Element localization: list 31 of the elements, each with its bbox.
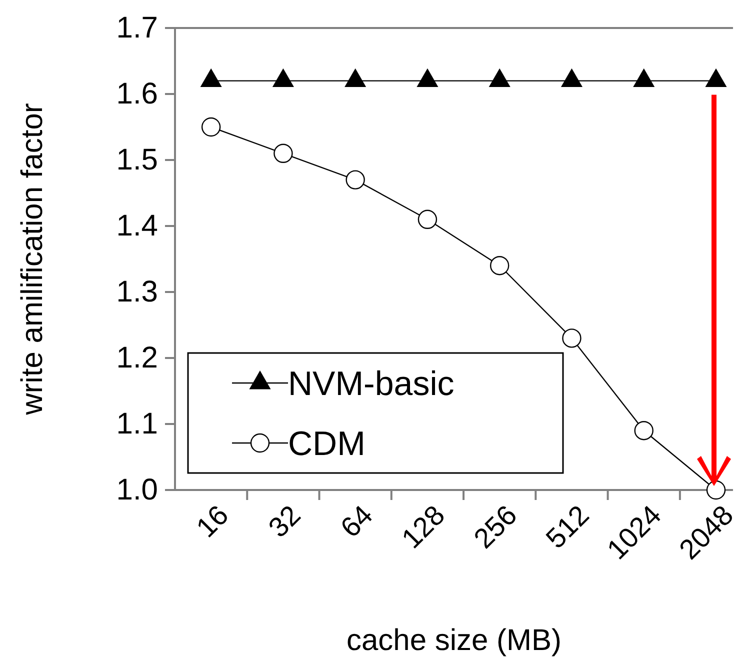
point [634,421,654,440]
y-axis-title: write amilification factor [16,103,49,416]
point [706,68,726,88]
x-tick-label: 64 [334,499,379,544]
x-axis-title: cache size (MB) [346,624,562,657]
y-tick-label: 1.4 [116,210,158,243]
point [561,68,582,88]
point [417,68,438,88]
x-tick-label: 128 [396,499,451,554]
y-tick-label: 1.1 [116,408,158,441]
point [706,480,726,500]
x-tick-label: 512 [540,499,595,554]
legend-label: NVM-basic [288,364,454,403]
y-tick-label: 1.2 [116,342,158,375]
point [272,68,294,88]
y-tick-label: 1.6 [116,78,158,111]
x-tick-label: 32 [262,499,306,544]
x-tick-label: 256 [468,499,523,554]
y-tick-label: 1.0 [116,474,158,507]
point [344,68,366,88]
y-tick-label: 1.3 [116,276,158,309]
point [418,210,438,229]
point [200,68,222,88]
point [633,68,654,88]
point [489,68,510,88]
y-tick-label: 1.7 [116,12,158,45]
y-tick-label: 1.5 [116,144,158,177]
point [490,256,510,276]
point [562,328,582,348]
x-tick-label: 16 [190,499,234,544]
legend-label: CDM [288,424,366,463]
